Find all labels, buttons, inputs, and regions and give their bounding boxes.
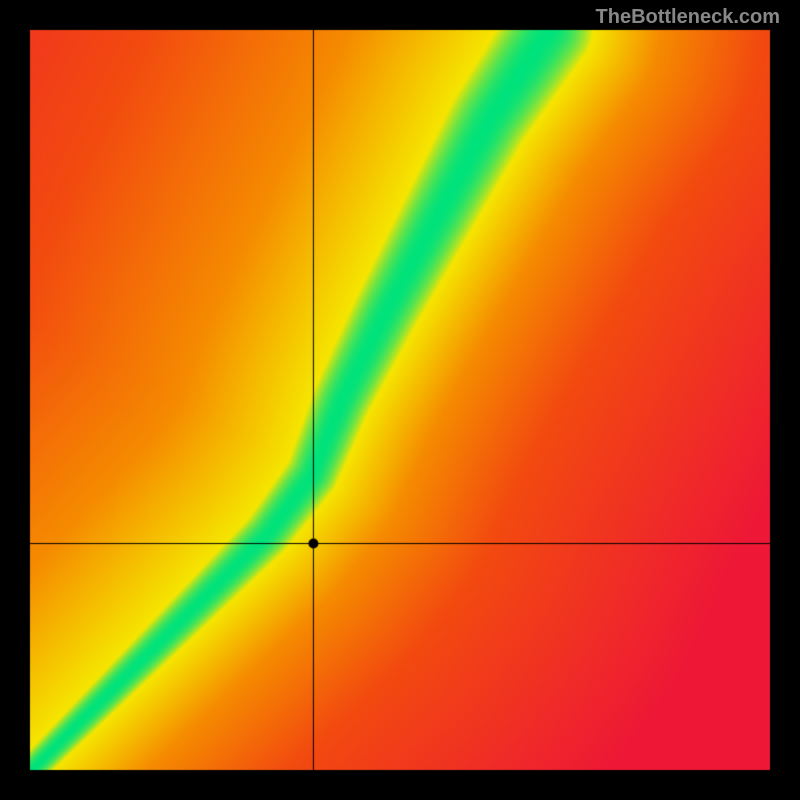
chart-container: TheBottleneck.com — [0, 0, 800, 800]
watermark-text: TheBottleneck.com — [596, 6, 780, 29]
heatmap-canvas — [0, 0, 800, 800]
